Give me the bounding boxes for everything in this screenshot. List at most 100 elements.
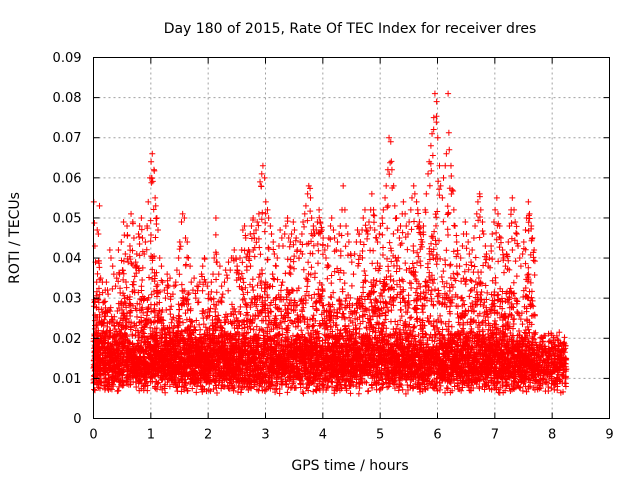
- data-point: [328, 272, 335, 279]
- data-point: [307, 208, 314, 215]
- data-point: [287, 264, 294, 271]
- data-point: [109, 263, 116, 270]
- data-point: [315, 247, 322, 254]
- data-point: [243, 263, 250, 270]
- data-point: [340, 310, 347, 317]
- data-point: [96, 385, 103, 392]
- data-point: [250, 287, 257, 294]
- data-point: [214, 259, 221, 266]
- data-point: [142, 239, 149, 246]
- data-point: [120, 290, 127, 297]
- data-point: [278, 282, 285, 289]
- data-point: [102, 298, 109, 305]
- data-point: [122, 322, 129, 329]
- data-point: [223, 272, 230, 279]
- data-point: [119, 267, 126, 274]
- data-point: [328, 280, 335, 287]
- data-point: [106, 327, 113, 334]
- data-point: [201, 255, 208, 262]
- data-point: [105, 291, 112, 298]
- data-point: [114, 374, 121, 381]
- data-point: [149, 150, 156, 157]
- data-point: [337, 300, 344, 307]
- data-point: [258, 170, 265, 177]
- data-point: [294, 247, 301, 254]
- data-point: [268, 230, 275, 237]
- data-point: [188, 279, 195, 286]
- data-point: [103, 328, 110, 335]
- data-point: [282, 270, 289, 277]
- data-point: [256, 244, 263, 251]
- data-point: [308, 264, 315, 271]
- data-point: [212, 214, 219, 221]
- data-point: [261, 174, 268, 181]
- data-point: [124, 222, 131, 229]
- data-point: [224, 275, 231, 282]
- data-point: [330, 226, 337, 233]
- data-point: [240, 279, 247, 286]
- data-point: [342, 243, 349, 250]
- data-point: [219, 291, 226, 298]
- data-point: [238, 270, 245, 277]
- data-point: [248, 222, 255, 229]
- data-point: [91, 387, 98, 394]
- data-point: [156, 255, 163, 262]
- data-point: [197, 326, 204, 333]
- data-point: [225, 287, 232, 294]
- data-point: [91, 219, 98, 226]
- data-point: [107, 255, 114, 262]
- data-point: [139, 277, 146, 284]
- data-point: [136, 252, 143, 259]
- data-point: [261, 228, 268, 235]
- data-point: [262, 198, 269, 205]
- data-point: [249, 276, 256, 283]
- data-point: [193, 317, 200, 324]
- data-point: [300, 390, 307, 397]
- data-point: [130, 278, 137, 285]
- data-point: [120, 270, 127, 277]
- data-point: [325, 263, 332, 270]
- data-point: [215, 312, 222, 319]
- data-point: [93, 288, 100, 295]
- data-point: [120, 258, 127, 265]
- data-point: [298, 327, 305, 334]
- data-point: [146, 274, 153, 281]
- data-point: [341, 280, 348, 287]
- data-point: [152, 194, 159, 201]
- data-point: [274, 255, 281, 262]
- data-point: [304, 190, 311, 197]
- data-point: [115, 387, 122, 394]
- data-point: [290, 218, 297, 225]
- data-point: [300, 266, 307, 273]
- data-point: [327, 236, 334, 243]
- data-point: [118, 239, 125, 246]
- data-point: [310, 222, 317, 229]
- data-point: [316, 206, 323, 213]
- data-point: [97, 275, 104, 282]
- data-point: [150, 166, 157, 173]
- data-point: [308, 295, 315, 302]
- data-point: [185, 255, 192, 262]
- data-point: [225, 259, 232, 266]
- data-point: [148, 158, 155, 165]
- data-point: [314, 260, 321, 267]
- data-point: [109, 317, 116, 324]
- data-point: [347, 390, 354, 397]
- data-point: [212, 231, 219, 238]
- data-point: [293, 235, 300, 241]
- data-point: [111, 313, 118, 320]
- data-point: [279, 243, 286, 250]
- data-point: [286, 269, 293, 276]
- data-point: [264, 256, 271, 263]
- data-point: [251, 253, 258, 260]
- data-point: [153, 215, 160, 222]
- data-point: [127, 308, 134, 315]
- data-point: [153, 221, 160, 228]
- data-point: [121, 298, 128, 305]
- data-point: [109, 345, 116, 352]
- data-point: [328, 214, 335, 221]
- data-point: [258, 183, 265, 190]
- data-point: [168, 303, 175, 310]
- data-point: [136, 234, 143, 241]
